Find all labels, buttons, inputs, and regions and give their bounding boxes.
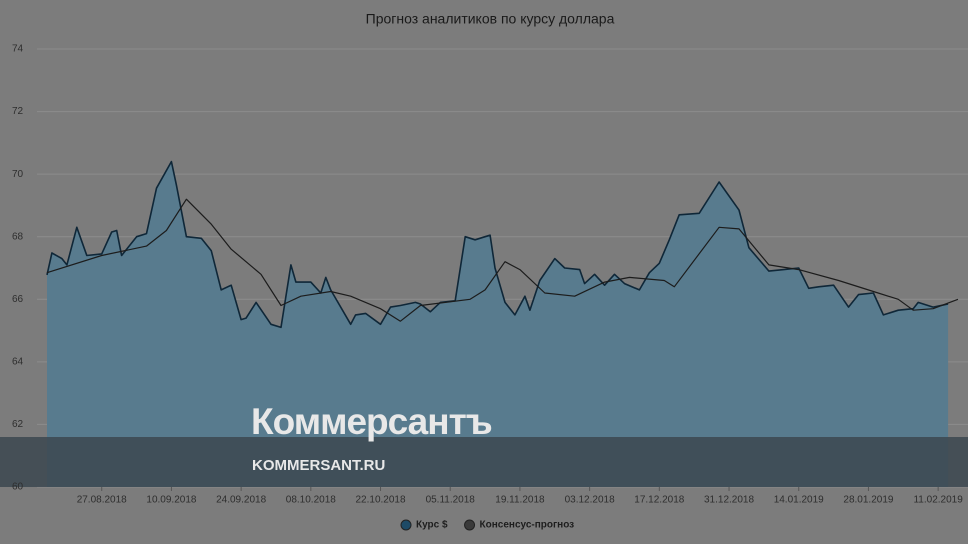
x-tick-label: 03.12.2018 [565, 495, 615, 506]
legend-label: Консенсус-прогноз [480, 520, 575, 531]
x-tick-label: 28.01.2019 [843, 495, 893, 506]
x-tick-label: 22.10.2018 [355, 495, 405, 506]
watermark-band [0, 437, 968, 487]
legend-label: Курс $ [416, 520, 448, 531]
x-tick-label: 10.09.2018 [146, 495, 196, 506]
area-line [46, 160, 949, 329]
x-tick-label: 14.01.2019 [774, 495, 824, 506]
chart-title: Прогноз аналитиков по курсу доллара [366, 11, 615, 27]
watermark-brand: Коммерсантъ [251, 401, 492, 442]
forecast-line [46, 198, 959, 322]
y-tick-label: 70 [12, 169, 24, 180]
y-tick-label: 68 [12, 231, 24, 242]
x-tick-label: 24.09.2018 [216, 495, 266, 506]
x-tick-label: 19.11.2018 [495, 495, 545, 506]
legend-marker [464, 519, 476, 531]
x-tick-label: 11.02.2019 [913, 495, 963, 506]
y-tick-label: 62 [12, 419, 24, 430]
watermark-site: KOMMERSANT.RU [252, 457, 385, 474]
area-fill [47, 161, 949, 487]
x-tick-label: 05.11.2018 [426, 495, 476, 506]
y-tick-label: 66 [12, 294, 24, 305]
y-tick-label: 64 [12, 356, 24, 367]
y-tick-label: 60 [12, 482, 24, 493]
y-tick-label: 72 [12, 106, 24, 117]
x-tick-label: 08.10.2018 [286, 495, 336, 506]
x-tick-label: 31.12.2018 [704, 495, 754, 506]
y-tick-label: 74 [12, 44, 24, 55]
x-tick-label: 17.12.2018 [634, 495, 684, 506]
x-tick-label: 27.08.2018 [77, 495, 127, 506]
legend-marker [400, 519, 412, 531]
